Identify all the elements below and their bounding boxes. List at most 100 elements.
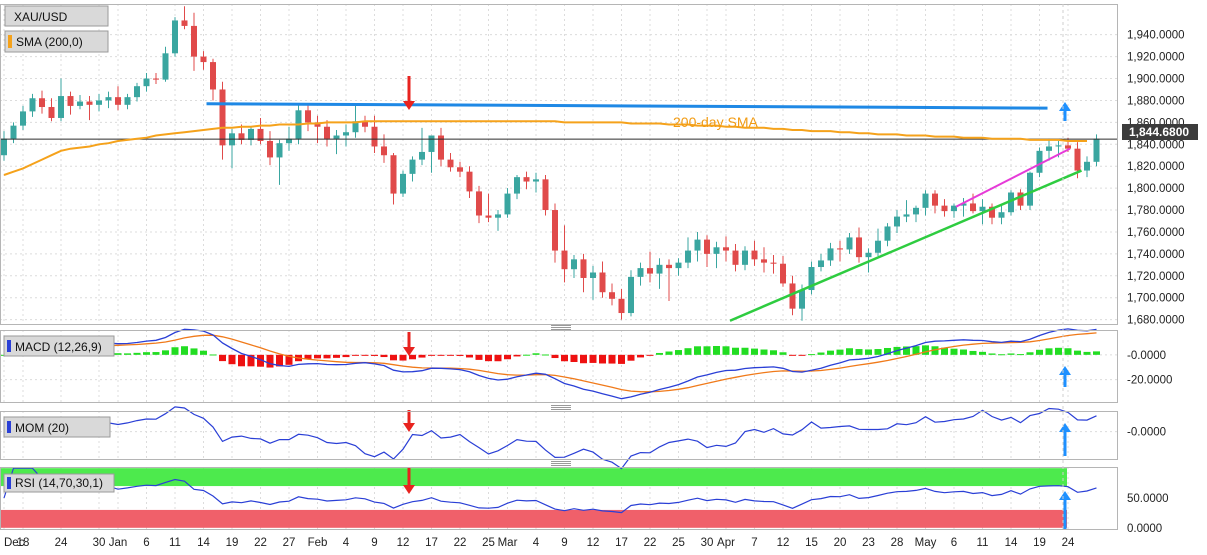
candle-body-1: [10, 125, 17, 139]
candle-body-35: [333, 135, 340, 139]
x-tick-label-30: 20: [834, 537, 847, 549]
candle-body-49: [466, 171, 473, 192]
macd-hist-bar-72: [684, 348, 692, 355]
macd-hist-bar-61: [580, 354, 587, 364]
panel-frame-mom: [0, 411, 1118, 460]
x-tick-label-3: 30: [93, 537, 106, 549]
panel-frame-macd: [0, 330, 1118, 403]
rsi-line: [3, 467, 1097, 514]
candle-body-23: [219, 89, 226, 146]
candle-body-27: [257, 128, 264, 141]
legend-symbol[interactable]: XAU/USD: [4, 5, 109, 27]
macd-hist-bar-58: [551, 354, 559, 359]
macd-hist-bar-34: [323, 354, 331, 359]
candle-body-109: [1036, 150, 1043, 173]
macd-hist-bar-15: [143, 352, 150, 355]
candle-body-9: [86, 101, 93, 105]
macd-hist-bar-107: [1017, 354, 1024, 356]
macd-hist-bar-28: [266, 354, 274, 368]
candle-body-81: [770, 262, 777, 264]
candle-body-77: [732, 250, 739, 265]
x-tick-label-20: 9: [561, 537, 567, 549]
candle-body-72: [685, 250, 691, 263]
macd-hist-bar-46: [437, 354, 445, 356]
x-tick-label-33: May: [915, 537, 937, 549]
panel-frames: [0, 4, 1118, 530]
macd-hist-bar-65: [618, 354, 625, 364]
x-tick-label-31: 23: [862, 537, 875, 549]
macd-ytick-label-0: -0.0000: [1127, 350, 1166, 362]
macd-hist-bar-60: [570, 354, 578, 363]
legend-symbol-text: XAU/USD: [14, 10, 68, 24]
grid-layer: [0, 4, 1117, 529]
macd-hist-bar-84: [798, 354, 806, 356]
x-tick-label-24: 25: [672, 537, 685, 549]
mom-line: [3, 406, 1097, 470]
candle-body-112: [1065, 145, 1071, 149]
candle-body-50: [476, 191, 482, 216]
candle-body-3: [29, 98, 36, 112]
x-tick-label-13: 9: [371, 537, 377, 549]
macd-hist-bar-87: [827, 350, 834, 355]
macd-hist-bar-39: [371, 354, 378, 356]
candle-body-38: [362, 121, 368, 127]
candle-body-102: [970, 203, 976, 212]
macd-hist-bar-99: [941, 347, 948, 355]
candle-body-103: [979, 206, 986, 212]
candle-body-40: [381, 146, 387, 156]
macd-hist-bar-106: [1007, 353, 1015, 355]
macd-hist-bar-102: [969, 350, 977, 355]
macd-hist-bar-22: [209, 354, 217, 356]
macd-hist-bar-57: [542, 354, 549, 356]
price-down-arrow-head: [403, 101, 415, 110]
macd-hist-bar-17: [162, 350, 169, 355]
candle-body-70: [666, 264, 672, 269]
legend-macd[interactable]: MACD (12,26,9): [3, 335, 115, 357]
candle-body-90: [856, 237, 862, 258]
sma-200-line: [3, 120, 1087, 176]
candle-body-96: [913, 207, 919, 215]
candle-body-28: [267, 140, 273, 158]
legend-rsi[interactable]: RSI (14,70,30,1): [3, 473, 115, 493]
x-tick-label-9: 22: [254, 537, 267, 549]
macd-signal-line: [3, 332, 1097, 393]
macd-hist-bar-53: [504, 354, 511, 360]
candle-body-14: [134, 86, 140, 98]
macd-hist-bar-12: [114, 353, 122, 355]
macd-hist-bar-92: [874, 349, 882, 355]
macd-hist-bar-76: [722, 346, 730, 355]
macd-hist-bar-29: [276, 354, 283, 367]
macd-hist-bar-80: [760, 349, 768, 355]
macd-hist-bar-96: [912, 346, 920, 355]
macd-hist-bar-41: [390, 354, 397, 361]
macd-hist-bar-103: [979, 351, 986, 355]
macd-hist-bar-44: [418, 354, 426, 358]
candle-body-54: [514, 177, 520, 194]
candle-body-30: [286, 138, 292, 144]
price-up-arrow-head: [1059, 102, 1071, 111]
candle-body-19: [181, 20, 188, 26]
chart-marks: [0, 6, 1100, 368]
macd-hist-bar-54: [513, 354, 521, 357]
candle-body-44: [419, 151, 425, 160]
candle-body-95: [903, 214, 910, 217]
candle-body-39: [371, 126, 378, 147]
x-tick-label-29: 15: [805, 537, 818, 549]
macd-hist-bar-67: [637, 354, 644, 358]
macd-hist-bar-43: [409, 354, 416, 360]
legend-mom[interactable]: MOM (20): [3, 416, 111, 438]
indicator-lines: [0, 120, 1117, 514]
candle-body-2: [20, 111, 26, 126]
candle-body-106: [1008, 192, 1014, 213]
candle-body-104: [989, 206, 995, 218]
panel-separator-0-0: [551, 325, 571, 326]
macd-hist-bar-66: [627, 354, 635, 361]
rsi-up-arrow-head: [1059, 491, 1071, 500]
candle-body-33: [314, 122, 321, 127]
candle-body-58: [552, 210, 558, 251]
panel-frame-main: [0, 4, 1118, 325]
candle-body-100: [951, 205, 957, 212]
x-tick-label-35: 11: [977, 537, 989, 549]
legend-sma[interactable]: SMA (200,0): [4, 30, 109, 53]
candle-body-110: [1046, 146, 1052, 151]
